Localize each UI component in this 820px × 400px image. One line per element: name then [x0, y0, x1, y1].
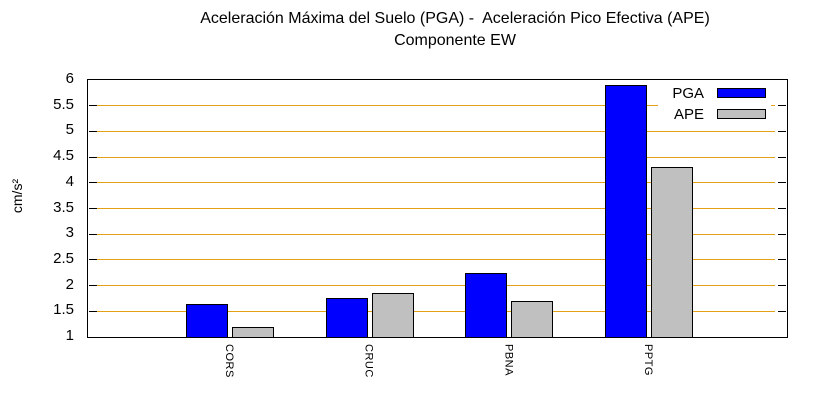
- y-tick-label: 4: [65, 172, 74, 190]
- legend-label: PGA: [672, 84, 704, 102]
- grid-line: [89, 310, 775, 312]
- axis-tick-mark: [778, 259, 786, 261]
- axis-tick-mark: [89, 130, 97, 132]
- axis-tick-mark: [89, 310, 97, 312]
- y-tick-label: 2: [65, 275, 74, 293]
- y-tick-label: 6: [65, 70, 74, 87]
- bar-ape-pbna: [511, 301, 554, 337]
- axis-tick-mark: [89, 156, 97, 158]
- axis-tick-mark: [89, 182, 97, 184]
- grid-line: [89, 105, 775, 107]
- bar-pga-cruc: [325, 298, 368, 337]
- grid-line: [89, 156, 775, 158]
- legend-swatch: [717, 109, 766, 119]
- bar-ape-cruc: [371, 293, 414, 337]
- y-tick-label: 3: [65, 224, 74, 242]
- x-tick-label: PPTG: [642, 344, 655, 376]
- grid-line: [89, 182, 775, 184]
- axis-tick-mark: [778, 285, 786, 287]
- y-tick-label: 4.5: [53, 147, 74, 165]
- grid-line: [89, 130, 775, 132]
- legend-row: APE: [672, 105, 766, 123]
- axis-tick-mark: [778, 233, 786, 235]
- axis-tick-mark: [778, 105, 786, 107]
- x-tick-label: CRUC: [362, 344, 375, 378]
- grid-line: [89, 259, 775, 261]
- axis-tick-mark: [89, 208, 97, 209]
- axis-tick-mark: [89, 259, 97, 261]
- chart-subtitle: Componente EW: [394, 32, 516, 49]
- y-tick-label: 1.5: [53, 301, 74, 319]
- axis-tick-mark: [778, 208, 786, 209]
- axis-tick-mark: [89, 233, 97, 235]
- y-tick-label: 2.5: [53, 249, 74, 267]
- x-tick-label: PBNA: [502, 344, 515, 376]
- axis-tick-mark: [778, 310, 786, 312]
- bar-ape-cors: [231, 326, 274, 337]
- legend-swatch: [717, 88, 766, 98]
- axis-tick-mark: [778, 182, 786, 184]
- bar-pga-pbna: [465, 272, 508, 337]
- y-tick-label: 5.5: [53, 95, 74, 113]
- legend-label: APE: [673, 105, 704, 123]
- grid-line: [89, 285, 775, 287]
- grid-line: [89, 233, 775, 235]
- axis-tick-mark: [89, 105, 97, 107]
- y-tick-label: 5: [65, 121, 74, 139]
- chart-title: Aceleración Máxima del Suelo (PGA) - Ace…: [200, 10, 710, 27]
- grid-line: [89, 208, 775, 209]
- x-tick-label: CORS: [222, 344, 235, 378]
- axis-tick-mark: [778, 130, 786, 132]
- axis-tick-mark: [778, 156, 786, 158]
- bar-pga-cors: [185, 303, 228, 337]
- y-tick-label: 3.5: [53, 198, 74, 216]
- plot-area: PGA APE: [87, 79, 788, 338]
- y-tick-label: 1: [65, 327, 74, 344]
- bar-pga-pptg: [605, 85, 648, 337]
- legend-row: PGA: [672, 84, 766, 102]
- bar-ape-pptg: [651, 167, 694, 337]
- axis-tick-mark: [89, 285, 97, 287]
- legend: PGA APE: [658, 82, 771, 127]
